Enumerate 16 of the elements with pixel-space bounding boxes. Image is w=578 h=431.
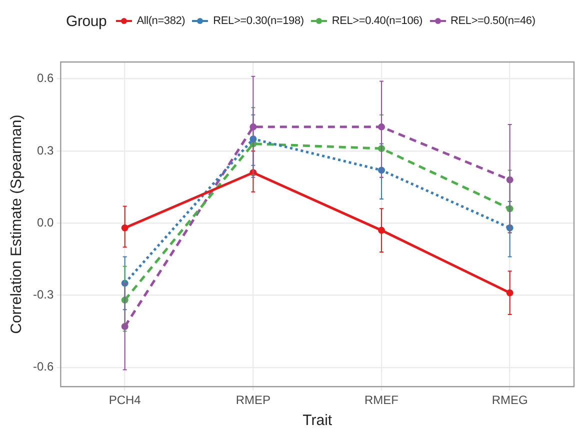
x-tick-label: RMEG (492, 393, 528, 408)
y-tick-label: 0.0 (36, 215, 54, 230)
y-axis-title: Correlation Estimate (Spearman) (8, 114, 26, 334)
x-tick-label: RMEF (364, 393, 399, 408)
y-tick-label: -0.6 (32, 360, 54, 374)
legend-label: REL>=0.40(n=106) (332, 15, 423, 27)
x-tick-label: RMEP (236, 393, 271, 408)
y-tick-label: 0.6 (36, 71, 54, 86)
y-tick-label: 0.3 (36, 143, 54, 158)
legend-label: All(n=382) (136, 15, 186, 27)
legend-title: Group (66, 12, 107, 30)
legend-label: REL>=0.30(n=198) (213, 15, 304, 27)
legend-label: REL>=0.50(n=46) (450, 15, 536, 27)
x-tick-label: PCH4 (108, 393, 142, 408)
x-axis-title: Trait (302, 412, 333, 430)
y-tick-label: -0.3 (32, 288, 54, 302)
